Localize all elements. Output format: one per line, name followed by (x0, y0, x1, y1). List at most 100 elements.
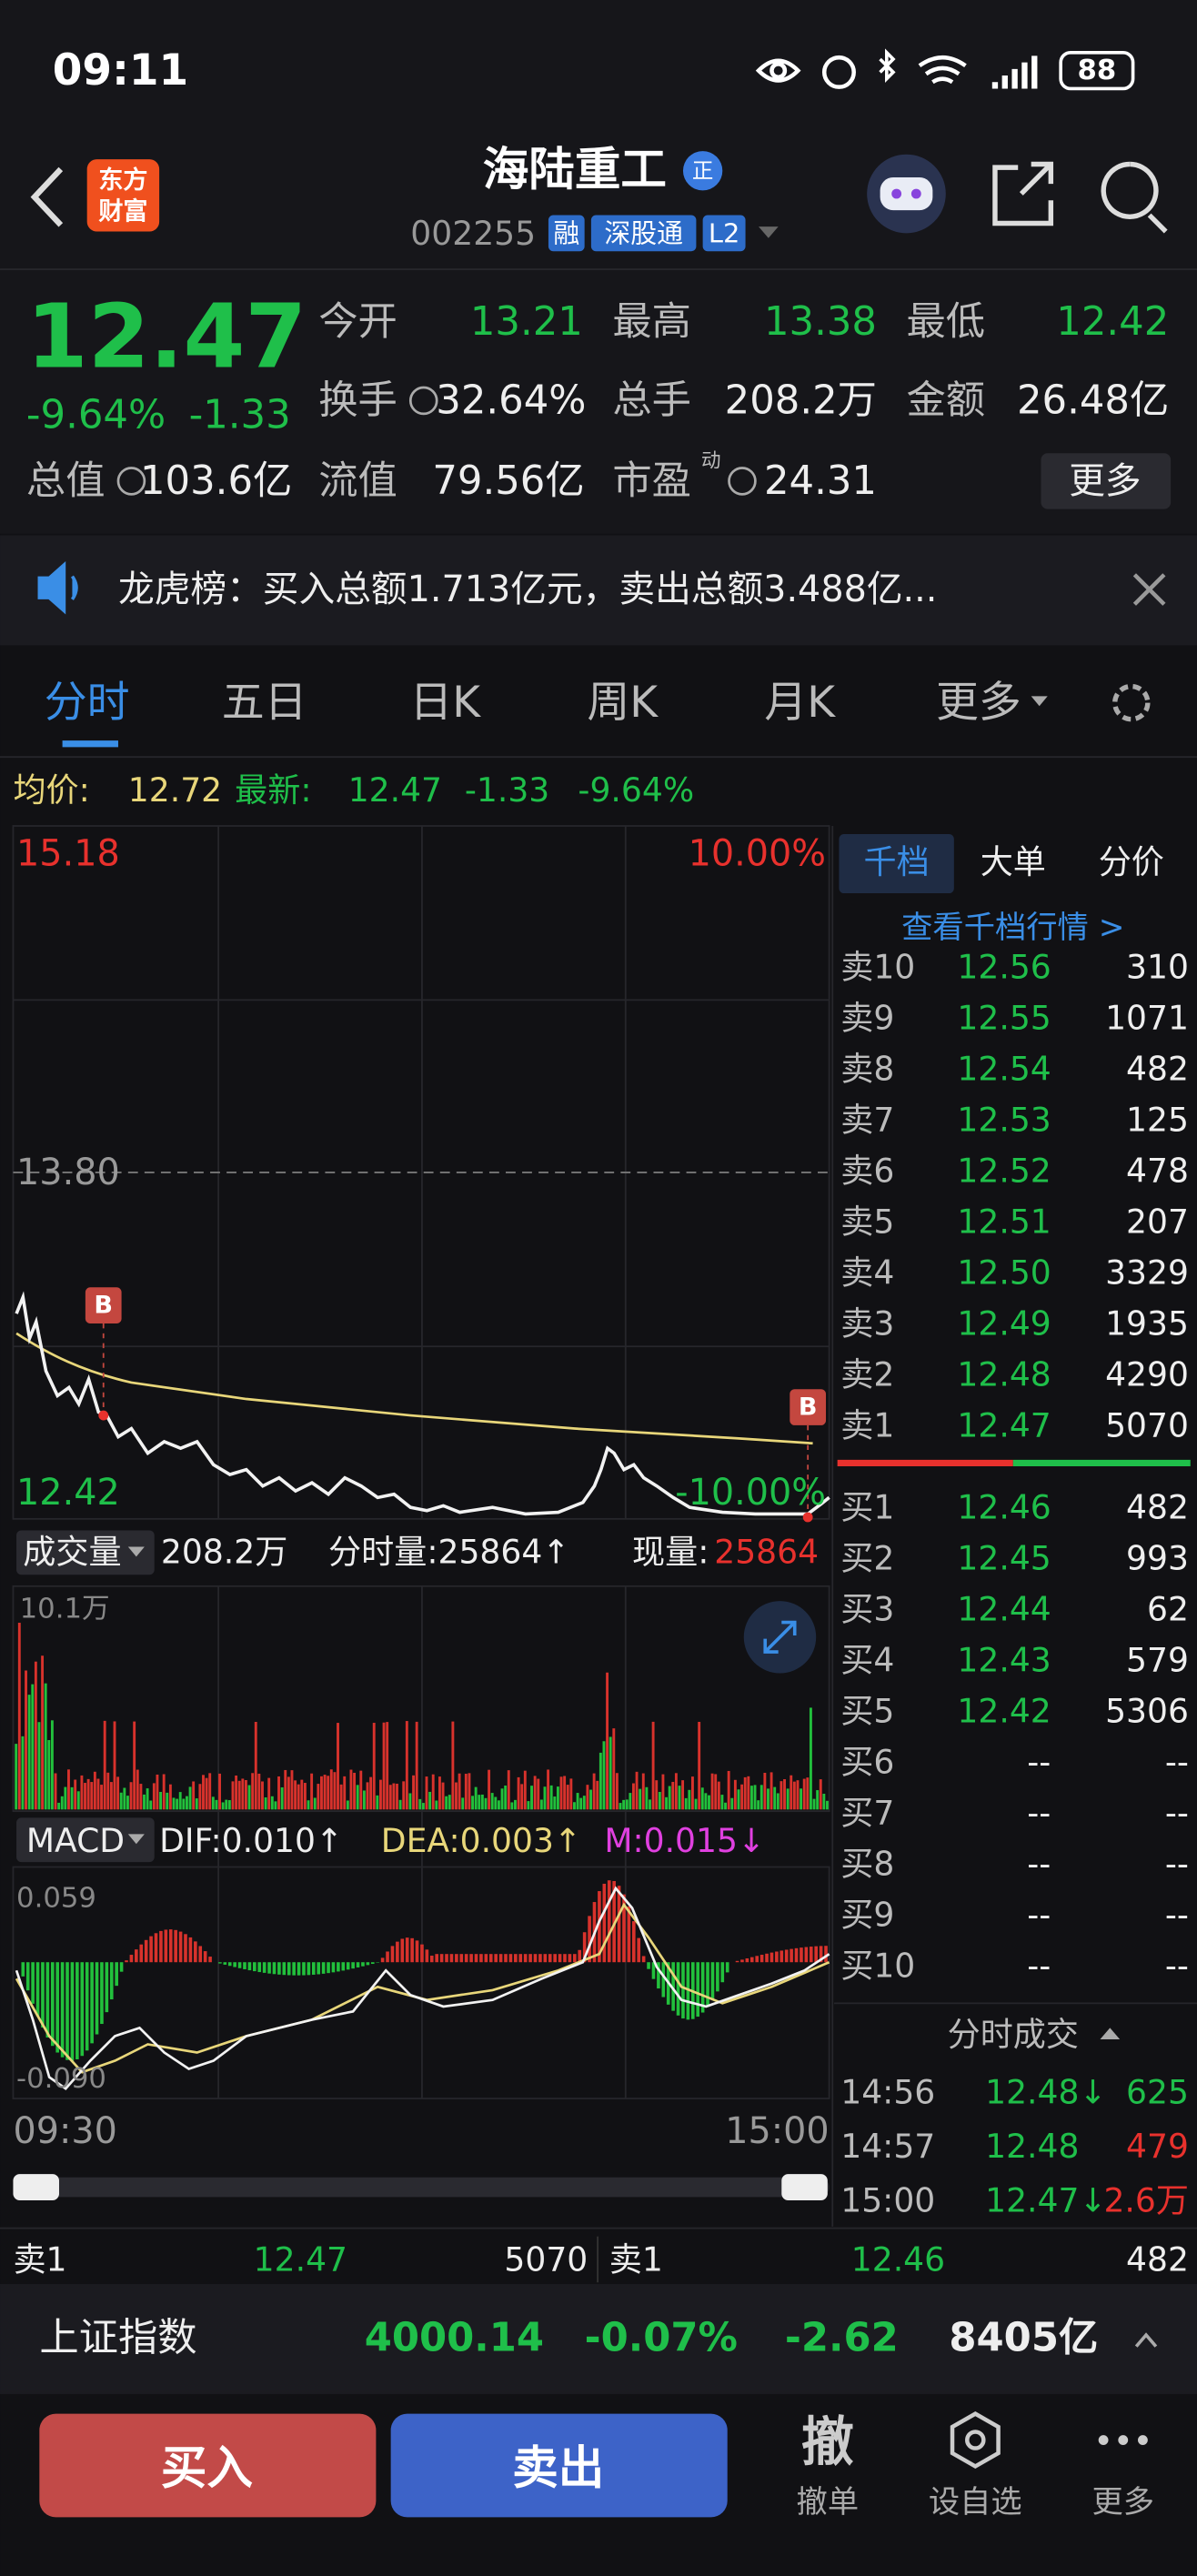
action-label[interactable]: 设自选 (929, 2484, 1022, 2521)
volume-bar (708, 1795, 710, 1810)
volume-bar (819, 1779, 822, 1810)
eye-icon (755, 58, 801, 83)
volume-bar (474, 1786, 478, 1810)
book-link[interactable]: 查看千档行情 > (901, 910, 1124, 946)
tab[interactable]: 分时 (45, 678, 130, 728)
macd-bar (814, 1946, 818, 1963)
volume-bar (50, 1720, 54, 1810)
more-dot[interactable] (1138, 2435, 1148, 2445)
watchlist-icon-dot (965, 2430, 986, 2450)
volume-bar (418, 1798, 422, 1810)
macd-bar (641, 1956, 646, 1963)
book-tab[interactable]: 大单 (981, 842, 1046, 881)
book-tab[interactable]: 千档 (864, 842, 930, 881)
action-label[interactable]: 更多 (1091, 2484, 1154, 2521)
volume-bar (504, 1785, 508, 1810)
volume-bar (90, 1782, 94, 1810)
volume-bar (421, 1803, 425, 1810)
more-dot[interactable] (1098, 2435, 1109, 2445)
range-handle[interactable] (13, 2174, 59, 2200)
selector-text[interactable]: 成交量 (23, 1532, 121, 1571)
macd-selector[interactable] (16, 1817, 155, 1863)
share-button[interactable] (992, 161, 1054, 226)
range-handle[interactable] (781, 2174, 828, 2200)
macd-bar (356, 1962, 360, 1967)
info-text: -1.33 (465, 770, 549, 810)
bid-price: -- (1027, 1844, 1051, 1883)
volume-bar (783, 1778, 786, 1810)
macd-bar (627, 1906, 631, 1963)
macd-bar (31, 1962, 35, 2004)
level-price: 12.46 (851, 2239, 945, 2279)
volume-total: 208.2万 (161, 1532, 287, 1571)
volume-bar (576, 1793, 579, 1810)
macd-bar (824, 1946, 828, 1963)
cancel-icon[interactable]: 撤 (801, 2410, 854, 2472)
macd-bar (720, 1962, 725, 1983)
tab[interactable]: 更多 (936, 678, 1021, 728)
sell-button[interactable] (390, 2413, 728, 2518)
trade-price: 12.48↓ (985, 2072, 1107, 2111)
watchlist-icon[interactable] (950, 2411, 1001, 2470)
volume-bar (602, 1741, 606, 1810)
ask-label: 卖7 (840, 1101, 894, 1140)
info-icon[interactable] (408, 386, 438, 416)
buy-marker[interactable] (790, 1389, 827, 1425)
book-tab[interactable]: 分价 (1099, 842, 1164, 881)
volume-bar (333, 1772, 337, 1810)
field-label: 换手 (318, 377, 397, 423)
volume-bar (205, 1777, 208, 1810)
time-label: 09:30 (13, 2110, 116, 2152)
volume-selector[interactable] (16, 1530, 155, 1575)
volume-bar (192, 1781, 196, 1810)
macd-bar (35, 1962, 40, 2017)
volume-bar (247, 1785, 251, 1810)
notice-text[interactable]: 龙虎榜：买入总额1.713亿元，卖出总额3.488亿... (118, 569, 937, 610)
sort-icon[interactable] (1100, 2028, 1121, 2040)
back-button[interactable] (30, 166, 64, 227)
search-button[interactable] (1101, 161, 1168, 234)
more-dot[interactable] (1118, 2435, 1129, 2445)
more-button[interactable] (1041, 453, 1172, 509)
battery-level: 88 (1078, 55, 1117, 86)
tab[interactable]: 五日 (222, 678, 307, 728)
volume-bar (586, 1785, 589, 1810)
tab[interactable]: 日K (409, 678, 481, 728)
macd-bar (598, 1891, 601, 1963)
dropdown-icon[interactable] (759, 226, 779, 238)
close-button[interactable] (1132, 573, 1166, 606)
volume-bar (556, 1786, 559, 1810)
tab[interactable]: 月K (764, 678, 836, 728)
macd-bar (119, 1962, 124, 1972)
macd-bar (144, 1939, 148, 1963)
selector-text[interactable]: MACD (26, 1821, 125, 1860)
info-icon[interactable] (728, 467, 757, 496)
volume-bar (237, 1780, 241, 1810)
buy-label[interactable]: 买入 (161, 2441, 253, 2495)
volume-bar (816, 1790, 820, 1810)
tab[interactable]: 周K (587, 678, 659, 728)
axis-label: -0.090 (16, 2063, 106, 2095)
info-icon[interactable] (116, 467, 146, 496)
logo-text: 财富 (98, 196, 147, 226)
macd-bar (90, 1962, 94, 2044)
index-bar[interactable] (0, 2284, 1197, 2394)
ask-label: 卖8 (840, 1050, 894, 1089)
field-value: 24.31 (764, 458, 877, 504)
sell-label[interactable]: 卖出 (512, 2441, 604, 2495)
ask-price: 12.55 (957, 999, 1051, 1038)
expand-icon[interactable] (1134, 2332, 1158, 2348)
more-label[interactable]: 更多 (1069, 460, 1141, 502)
action-label[interactable]: 撤单 (797, 2484, 860, 2521)
macd-bar (622, 1894, 626, 1963)
macd-bar (749, 1957, 754, 1963)
buy-button[interactable] (39, 2413, 377, 2518)
buy-marker[interactable] (85, 1287, 122, 1323)
macd-bar (455, 1954, 458, 1963)
volume-bar (15, 1744, 18, 1810)
volume-bar (211, 1796, 215, 1810)
settings-button[interactable] (1112, 683, 1151, 722)
volume-bar (129, 1782, 133, 1810)
volume-bar (698, 1721, 701, 1810)
